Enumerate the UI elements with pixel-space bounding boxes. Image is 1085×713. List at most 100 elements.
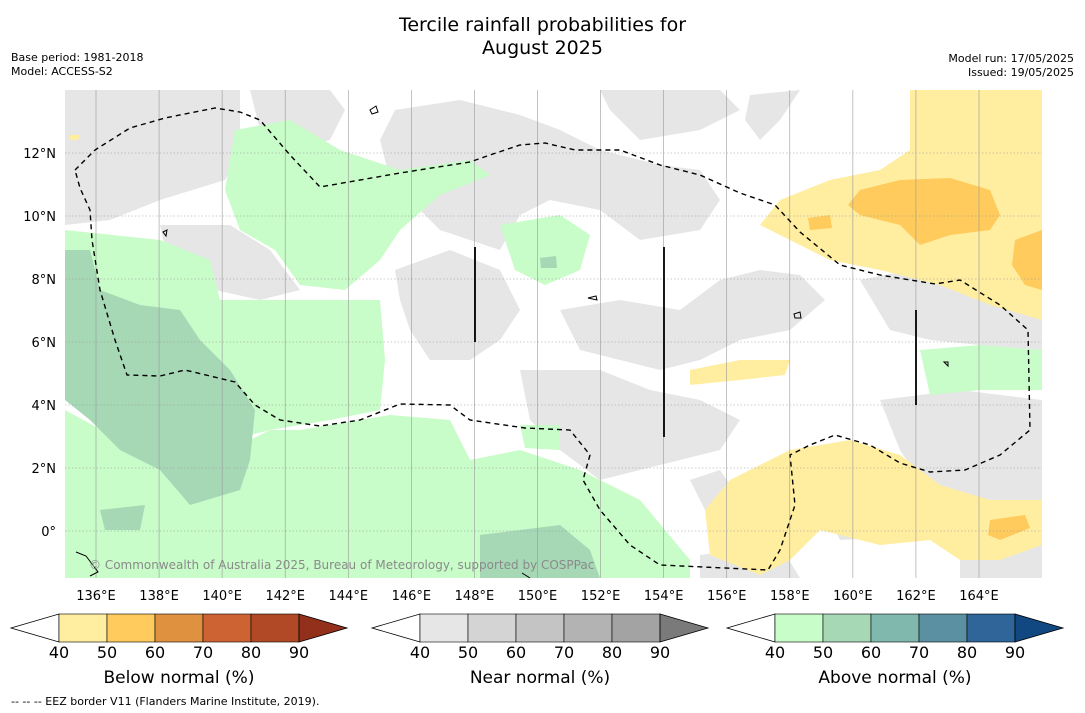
colorbar-tick-label: 60	[505, 643, 527, 662]
green-region	[225, 120, 490, 290]
yellow-region	[690, 360, 790, 385]
eez-border	[74, 107, 1031, 571]
lon-tick-label: 148°E	[455, 589, 495, 604]
colorbar-max-extend	[659, 613, 710, 643]
below-normal-strong-regions	[808, 178, 1042, 540]
colorbar-segment	[966, 613, 1016, 643]
colorbar-segment	[918, 613, 968, 643]
orange-region	[848, 178, 1000, 245]
colorbar-max-extend	[1014, 613, 1065, 643]
teal-region	[100, 505, 145, 530]
orange-region	[988, 515, 1030, 540]
colorbar-tick-label: 90	[649, 643, 671, 662]
colorbar-segment	[822, 613, 872, 643]
teal-region	[480, 525, 600, 578]
colorbar-segment	[202, 613, 252, 643]
lon-tick-label: 158°E	[770, 589, 810, 604]
green-region	[500, 215, 590, 285]
lon-tick-label: 154°E	[644, 589, 684, 604]
colorbar-segment	[419, 613, 469, 643]
lon-tick-label: 160°E	[833, 589, 873, 604]
colorbar-tick-label: 90	[288, 643, 310, 662]
colorbar-tick-label: 70	[908, 643, 930, 662]
grey-region	[880, 390, 1042, 520]
colorbar-tick-label: 80	[601, 643, 623, 662]
lon-tick-label: 162°E	[896, 589, 936, 604]
colorbar-max-extend	[298, 613, 349, 643]
lon-tick-label: 138°E	[139, 589, 179, 604]
colorbar-min-extend	[371, 613, 421, 643]
above-normal-strong-regions	[65, 250, 600, 578]
colorbar-segment	[870, 613, 920, 643]
above-normal-label: Above normal (%)	[818, 668, 972, 688]
lat-tick-label: 2°N	[32, 462, 57, 477]
teal-region	[65, 250, 255, 505]
colorbar-segment	[154, 613, 204, 643]
island-outline	[521, 572, 531, 578]
yellow-region	[705, 440, 1042, 575]
lat-tick-label: 12°N	[23, 147, 56, 162]
lat-tick-label: 6°N	[32, 336, 57, 351]
grey-region	[560, 270, 825, 370]
colorbar-tick-label: 60	[144, 643, 166, 662]
lon-tick-label: 140°E	[202, 589, 242, 604]
colorbar-tick-label: 70	[553, 643, 575, 662]
island-outline	[793, 311, 802, 319]
meta-left: Base period: 1981-2018 Model: ACCESS-S2	[11, 51, 143, 79]
lon-tick-label: 164°E	[959, 589, 999, 604]
model-run: Model run: 17/05/2025	[948, 52, 1074, 65]
colorbar-segment	[774, 613, 824, 643]
grey-region	[745, 90, 800, 140]
island-outline	[162, 229, 168, 238]
grey-region	[860, 270, 1042, 350]
meta-right: Model run: 17/05/2025 Issued: 19/05/2025	[948, 52, 1074, 80]
copyright-watermark: © Commonwealth of Australia 2025, Bureau…	[89, 558, 595, 572]
colorbar-tick-label: 50	[96, 643, 118, 662]
grey-region	[395, 250, 520, 360]
orange-region	[808, 215, 832, 230]
lat-tick-label: 0°	[41, 525, 56, 540]
map-area	[65, 90, 1042, 578]
grey-region	[390, 90, 740, 140]
island-outline	[942, 361, 949, 368]
colorbar-tick-label: 40	[48, 643, 70, 662]
base-period: Base period: 1981-2018	[11, 51, 144, 64]
colorbar-segment	[515, 613, 565, 643]
island-outline	[369, 105, 379, 115]
longitude-lines	[474, 247, 917, 437]
island-outline	[587, 295, 598, 301]
colorbar-segment	[611, 613, 661, 643]
longitude-tick-labels: 136°E 138°E 140°E 142°E 144°E 146°E 148°E 150°E…	[76, 589, 999, 604]
colorbar-segment	[58, 613, 108, 643]
colorbar-segment	[467, 613, 517, 643]
lon-tick-label: 152°E	[581, 589, 621, 604]
colorbar-segment	[563, 613, 613, 643]
colorbar-tick-label: 50	[457, 643, 479, 662]
near-normal-label: Near normal (%)	[469, 668, 611, 688]
colorbar-tick-label: 80	[956, 643, 978, 662]
teal-region	[540, 256, 557, 268]
lon-tick-label: 150°E	[518, 589, 558, 604]
colorbar-above-normal	[726, 613, 1065, 643]
colorbar-tick-label: 80	[240, 643, 262, 662]
colorbar-below-normal	[10, 613, 349, 643]
grey-region	[65, 90, 240, 225]
eez-footnote: -- -- -- EEZ border V11 (Flanders Marine…	[11, 695, 320, 708]
coastlines	[75, 105, 949, 578]
colorbar-tick-label: 40	[409, 643, 431, 662]
green-region	[920, 345, 1042, 395]
grey-region	[380, 100, 720, 250]
lon-tick-label: 142°E	[265, 589, 305, 604]
issued-date: Issued: 19/05/2025	[967, 66, 1074, 79]
green-region	[520, 425, 560, 450]
grey-region	[520, 370, 740, 480]
colorbar-min-extend	[726, 613, 776, 643]
lon-tick-label: 146°E	[392, 589, 432, 604]
model-name: Model: ACCESS-S2	[11, 65, 113, 78]
map-title: Tercile rainfall probabilities for Augus…	[0, 14, 1085, 60]
grey-region	[160, 225, 300, 300]
lon-tick-label: 144°E	[329, 589, 369, 604]
colorbar-near-normal	[371, 613, 710, 643]
island-outline	[75, 551, 99, 577]
